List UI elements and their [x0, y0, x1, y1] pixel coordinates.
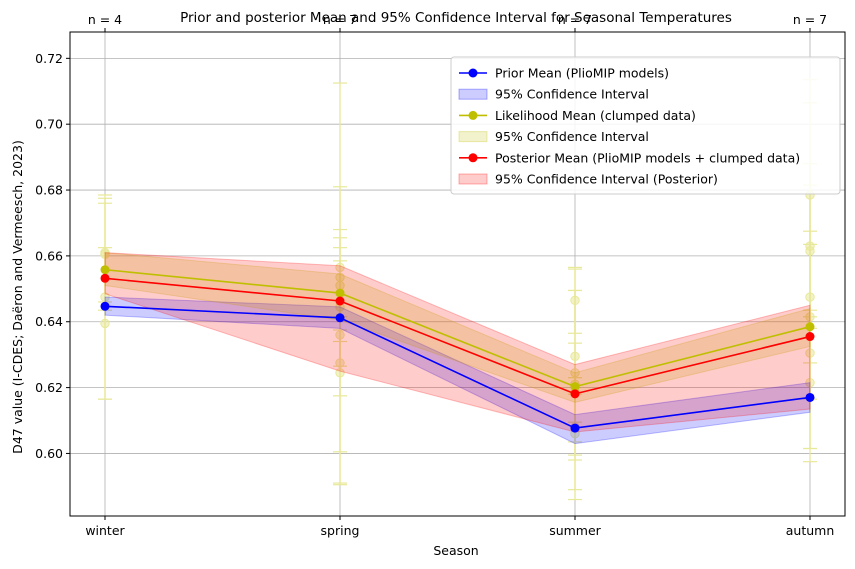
- legend-label-prior: Prior Mean (PlioMIP models): [495, 66, 669, 81]
- legend-swatch-ci-posterior: [458, 173, 488, 185]
- observation-point: [805, 377, 815, 388]
- series-line-likelihood: [104, 268, 811, 388]
- series-point-prior: [805, 392, 815, 402]
- legend-swatch-ci-prior: [458, 88, 488, 100]
- ci-band-likelihood: [104, 252, 811, 403]
- series-point-prior: [335, 313, 345, 323]
- series-point-posterior: [335, 296, 345, 306]
- x-tick-label: winter: [85, 523, 125, 538]
- top-count-label: n = 4: [88, 12, 122, 27]
- legend-label-ci-posterior: 95% Confidence Interval (Posterior): [495, 172, 718, 187]
- legend-label-ci-likelihood: 95% Confidence Interval: [495, 129, 649, 144]
- top-count-label: n = 7: [323, 12, 357, 27]
- legend-label-likelihood: Likelihood Mean (clumped data): [495, 108, 696, 123]
- series-point-likelihood: [335, 288, 345, 298]
- series-line-prior: [104, 305, 811, 429]
- top-count-label: n = 7: [558, 12, 592, 27]
- legend-marker-likelihood: [468, 110, 478, 120]
- series-point-posterior: [805, 332, 815, 342]
- y-tick-label: 0.60: [35, 446, 63, 461]
- top-count-label: n = 7: [793, 12, 827, 27]
- legend-marker-prior: [468, 68, 478, 78]
- ci-band-posterior: [104, 252, 811, 433]
- ci-band-prior: [104, 296, 811, 445]
- axes: 0.60 0.62 0.64 0.66 0.68 0.70 0.72 winter n = 4 s…: [35, 12, 846, 538]
- series-lines: [100, 265, 815, 433]
- y-axis-label: D47 value (I-CDES; Daëron and Vermeesch,…: [10, 140, 25, 454]
- series-point-posterior: [570, 389, 580, 399]
- legend-marker-posterior: [468, 153, 478, 163]
- legend-swatch-ci-likelihood: [458, 131, 488, 143]
- x-tick-label: spring: [321, 523, 360, 538]
- y-tick-label: 0.68: [35, 183, 63, 198]
- legend-box: [450, 56, 841, 195]
- legend-label-ci-prior: 95% Confidence Interval: [495, 87, 649, 102]
- y-tick-label: 0.70: [35, 117, 63, 132]
- series-point-posterior: [100, 273, 110, 283]
- series-point-prior: [100, 301, 110, 311]
- observation-point: [100, 292, 110, 302]
- x-tick-label: autumn: [786, 523, 835, 538]
- series-point-likelihood: [805, 322, 815, 332]
- chart-title: Prior and posterior Mean and 95% Confide…: [180, 10, 732, 26]
- y-tick-label: 0.66: [35, 248, 63, 263]
- observation-point: [335, 368, 345, 378]
- y-tick-label: 0.72: [35, 51, 63, 66]
- y-tick-label: 0.64: [35, 314, 63, 329]
- legend: Prior Mean (PlioMIP models) 95% Confidenc…: [450, 56, 841, 195]
- series-point-likelihood: [100, 265, 110, 275]
- series-point-likelihood: [570, 382, 580, 392]
- y-tick-label: 0.62: [35, 380, 63, 395]
- confidence-bands: [104, 252, 811, 445]
- legend-label-posterior: Posterior Mean (PlioMIP models + clumped…: [495, 150, 800, 165]
- series-point-prior: [570, 423, 580, 433]
- plot-frame: [69, 31, 846, 517]
- x-tick-label: summer: [549, 523, 601, 538]
- series-line-posterior: [104, 277, 811, 395]
- x-axis-label: Season: [433, 543, 478, 558]
